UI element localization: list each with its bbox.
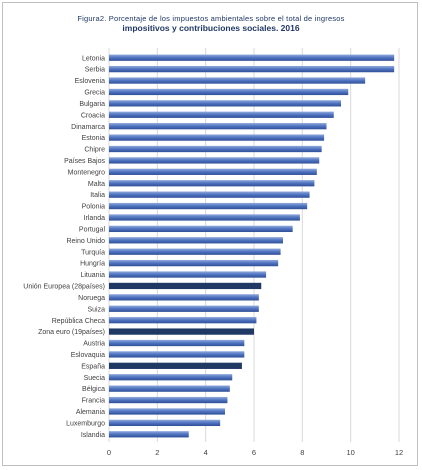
x-tick-label: 12 <box>395 448 403 457</box>
bar <box>109 294 259 301</box>
category-label: Polonia <box>82 204 105 211</box>
category-label: Serbia <box>85 67 105 74</box>
bar <box>109 134 325 141</box>
bar <box>109 111 334 118</box>
bar <box>109 419 221 427</box>
category-label: Luxemburgo <box>66 420 105 427</box>
category-label: Suecia <box>84 375 106 382</box>
category-label: Turquía <box>81 249 105 256</box>
bar <box>109 54 395 61</box>
bar <box>109 157 320 164</box>
bars <box>109 54 395 438</box>
bar <box>109 214 300 221</box>
category-label: Chipre <box>84 147 105 154</box>
bar <box>109 305 259 312</box>
bar <box>109 328 254 335</box>
x-tick-label: 2 <box>155 448 159 457</box>
category-label: Alemania <box>76 409 105 416</box>
bar <box>109 396 228 404</box>
bar <box>109 100 341 107</box>
bar <box>109 237 283 244</box>
category-labels: Letonia Serbia Eslovenia Grecia Bulgaria Croa… <box>23 55 105 439</box>
category-label: Letonia <box>82 55 105 62</box>
bar <box>109 282 262 290</box>
bar <box>109 145 322 153</box>
bar <box>109 180 315 187</box>
category-label: Austria <box>83 341 105 348</box>
bar <box>109 362 242 369</box>
grid-lines <box>108 48 400 442</box>
category-label: Eslovaquia <box>71 352 105 359</box>
x-tick-label: 6 <box>252 448 256 457</box>
chart-title: Figura2. Porcentaje de los impuestos amb… <box>77 14 345 23</box>
bar <box>109 351 245 358</box>
bar <box>109 65 395 73</box>
category-label: Eslovenia <box>75 78 105 85</box>
bar <box>109 202 308 210</box>
bar <box>109 191 310 198</box>
bar <box>109 248 281 255</box>
category-label: Hungría <box>80 261 105 268</box>
category-label: Unión Europea (28países) <box>23 284 105 291</box>
category-label: Noruega <box>78 295 105 302</box>
category-label: Zona euro (19países) <box>38 329 105 336</box>
x-tick-label: 10 <box>346 448 354 457</box>
bar <box>109 385 230 392</box>
bar <box>109 88 349 96</box>
category-label: España <box>81 363 105 370</box>
category-label: Montenegro <box>68 169 105 176</box>
bar <box>109 271 267 278</box>
category-label: Malta <box>88 181 105 188</box>
bar <box>109 123 327 130</box>
x-tick-label: 8 <box>300 448 304 457</box>
chart-subtitle: impositivos y contribuciones sociales. 2… <box>122 23 300 33</box>
category-label: Suiza <box>87 306 105 313</box>
category-label: Reino Unido <box>66 238 105 245</box>
category-label: Bulgaria <box>79 101 105 108</box>
bar <box>109 168 317 175</box>
bar <box>109 339 245 347</box>
category-label: Italia <box>90 192 105 199</box>
category-label: Francia <box>82 398 105 405</box>
category-label: Irlanda <box>84 215 106 222</box>
category-label: Lituania <box>80 272 105 279</box>
category-label: Portugal <box>79 226 106 233</box>
category-label: Bélgica <box>82 386 105 393</box>
bar <box>109 408 225 415</box>
category-label: República Checa <box>52 318 105 325</box>
category-label: Islandia <box>81 432 105 439</box>
category-label: Estonia <box>82 135 105 142</box>
x-tick-label: 0 <box>107 448 111 457</box>
x-tick-label: 4 <box>204 448 208 457</box>
bar <box>109 431 189 438</box>
category-label: Dinamarca <box>71 124 105 131</box>
bar <box>109 77 366 84</box>
category-label: Países Bajos <box>64 158 105 165</box>
bar <box>109 259 279 267</box>
category-label: Grecia <box>84 90 105 97</box>
x-axis-ticks: 0 2 4 6 8 10 12 <box>107 448 403 457</box>
bar <box>109 374 233 381</box>
category-label: Croacia <box>81 112 105 119</box>
bar <box>109 225 293 233</box>
bar <box>109 317 257 324</box>
